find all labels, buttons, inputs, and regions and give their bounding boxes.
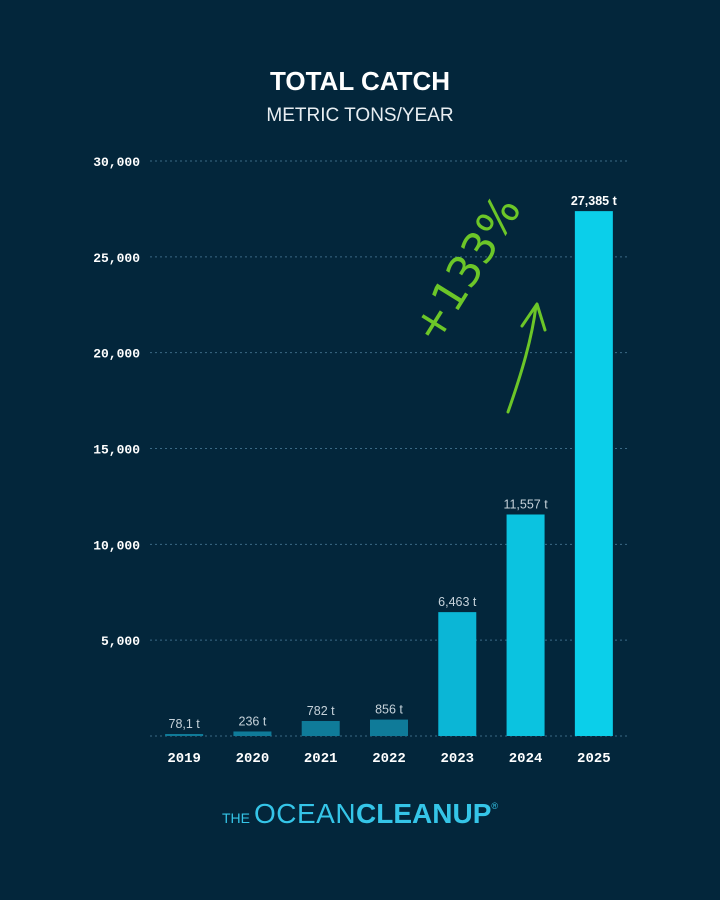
data-labels: 78,1 t 236 t 782 t 856 t 6,463 t 11,557 t 27,3… — [169, 194, 618, 731]
logo-cleanup: CLEANUP — [356, 798, 491, 829]
y-tick-label: 25,000 — [93, 251, 140, 266]
x-axis-ticks: 2019 2020 2021 2022 2023 2024 2025 — [167, 751, 610, 767]
x-tick-label: 2019 — [167, 751, 201, 767]
logo-ocean: OCEAN — [254, 798, 356, 829]
bars — [165, 211, 613, 736]
y-tick-label: 5,000 — [101, 634, 140, 649]
bar-2025 — [574, 211, 613, 736]
y-tick-label: 20,000 — [93, 347, 140, 362]
data-label-2019: 78,1 t — [169, 717, 201, 731]
bar-2022 — [370, 719, 408, 736]
y-axis-ticks: 5,000 10,000 15,000 20,000 25,000 30,000 — [93, 155, 140, 649]
logo-registered: ® — [491, 801, 498, 811]
bar-2024 — [506, 514, 545, 736]
x-tick-label: 2021 — [304, 751, 338, 767]
ocean-cleanup-logo: THE OCEANCLEANUP® — [222, 798, 498, 829]
logo-the: THE — [222, 810, 250, 826]
data-label-2024: 11,557 t — [503, 497, 548, 511]
logo-text: THE OCEANCLEANUP® — [222, 798, 498, 829]
chart-title: TOTAL CATCH — [270, 66, 450, 96]
x-tick-label: 2020 — [236, 751, 270, 767]
growth-arrow-head — [520, 302, 547, 332]
x-tick-label: 2025 — [577, 751, 611, 767]
data-label-2021: 782 t — [307, 704, 335, 718]
y-tick-label: 15,000 — [93, 443, 140, 458]
bar-2023 — [438, 612, 477, 736]
bar-2021 — [301, 721, 340, 736]
x-tick-label: 2023 — [440, 751, 474, 767]
growth-annotation: +133% — [402, 187, 547, 414]
data-label-2020: 236 t — [239, 714, 267, 728]
data-label-2025: 27,385 t — [571, 194, 618, 208]
y-tick-label: 30,000 — [93, 155, 140, 170]
data-label-2023: 6,463 t — [438, 595, 477, 609]
growth-arrow-shaft — [506, 304, 538, 414]
gridlines — [150, 160, 628, 737]
chart-subtitle: METRIC TONS/YEAR — [266, 105, 453, 126]
growth-annotation-text: +133% — [402, 187, 531, 352]
bar-2020 — [233, 731, 272, 736]
x-tick-label: 2022 — [372, 751, 406, 767]
x-tick-label: 2024 — [509, 751, 543, 767]
data-label-2022: 856 t — [375, 703, 403, 717]
y-tick-label: 10,000 — [93, 538, 140, 553]
bar-2019 — [165, 734, 204, 736]
